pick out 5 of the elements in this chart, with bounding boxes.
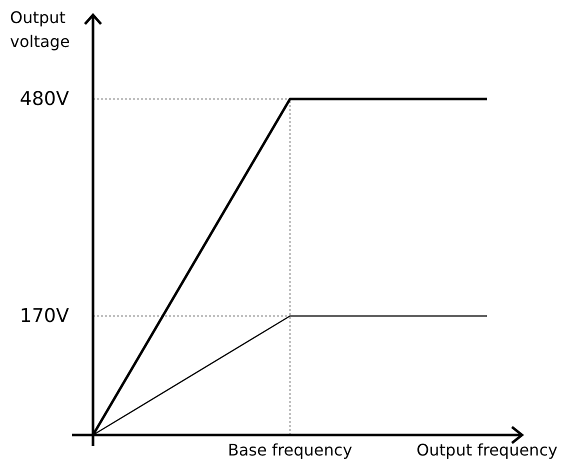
y-tick-label: 480V	[20, 88, 69, 110]
y-tick-label: 170V	[20, 305, 69, 328]
y-axis-title: Output voltage	[10, 8, 70, 51]
x-tick-label: Output frequency	[416, 440, 558, 460]
x-tick-label: Base frequency	[228, 440, 352, 460]
